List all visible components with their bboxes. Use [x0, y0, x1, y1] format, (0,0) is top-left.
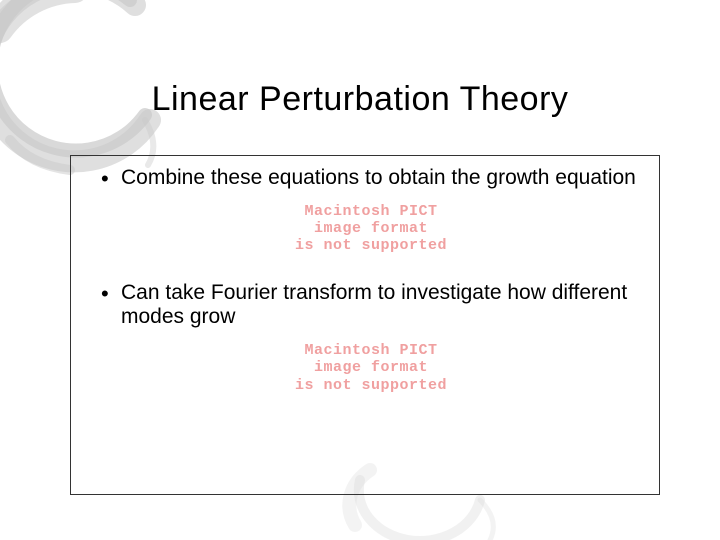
placeholder-line: image format	[101, 359, 641, 376]
placeholder-line: Macintosh PICT	[101, 203, 641, 220]
pict-placeholder: Macintosh PICT image format is not suppo…	[101, 342, 641, 394]
bullet-item: Combine these equations to obtain the gr…	[101, 166, 641, 191]
placeholder-line: is not supported	[101, 377, 641, 394]
placeholder-line: image format	[101, 220, 641, 237]
bullet-text: Combine these equations to obtain the gr…	[121, 166, 636, 189]
slide-title: Linear Perturbation Theory	[0, 80, 720, 119]
content-box: Combine these equations to obtain the gr…	[70, 155, 660, 495]
placeholder-line: Macintosh PICT	[101, 342, 641, 359]
bullet-item: Can take Fourier transform to investigat…	[101, 281, 641, 331]
pict-placeholder: Macintosh PICT image format is not suppo…	[101, 203, 641, 255]
bullet-text: Can take Fourier transform to investigat…	[121, 281, 627, 329]
slide: Linear Perturbation Theory Combine these…	[0, 0, 720, 540]
placeholder-line: is not supported	[101, 237, 641, 254]
